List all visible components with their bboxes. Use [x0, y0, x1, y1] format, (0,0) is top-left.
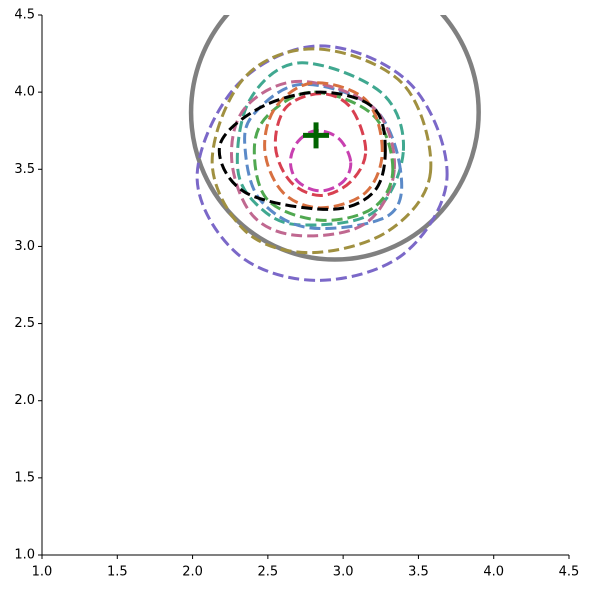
- y-tick-label: 2.0: [14, 393, 35, 408]
- contour-line: [273, 92, 368, 198]
- x-tick-label: 3.0: [333, 565, 354, 580]
- y-tick-label: 3.0: [14, 239, 35, 254]
- y-tick-label: 3.5: [14, 162, 35, 177]
- axes: 1.0 1.5 2.0 2.5 3.0 3.5 4.0 4.5 1.0 1.5 2.0 2.5 3.0 3…: [14, 8, 579, 580]
- y-tick-label: 4.0: [14, 85, 35, 100]
- contour-line: [210, 47, 433, 255]
- contour-line: [263, 81, 384, 210]
- contour-line: [235, 61, 405, 227]
- x-tick-label: 4.0: [483, 565, 504, 580]
- contour-line: [195, 44, 449, 282]
- y-tick-label: 1.0: [14, 548, 35, 563]
- plot-area: [188, 15, 481, 282]
- circle: [188, 15, 481, 262]
- x-tick-label: 2.0: [182, 565, 203, 580]
- center-marker: [303, 122, 330, 149]
- x-tick-label: 1.5: [107, 565, 128, 580]
- contour-line: [229, 79, 396, 238]
- contour-line: [288, 129, 353, 193]
- y-tick-label: 1.5: [14, 470, 35, 485]
- y-tick-label: 2.5: [14, 316, 35, 331]
- x-tick-label: 2.5: [258, 565, 279, 580]
- x-tick-label: 1.0: [32, 565, 53, 580]
- y-tick-label: 4.5: [14, 8, 35, 23]
- x-tick-label: 4.5: [559, 565, 580, 580]
- x-tick-label: 3.5: [408, 565, 429, 580]
- contour-line: [252, 90, 395, 222]
